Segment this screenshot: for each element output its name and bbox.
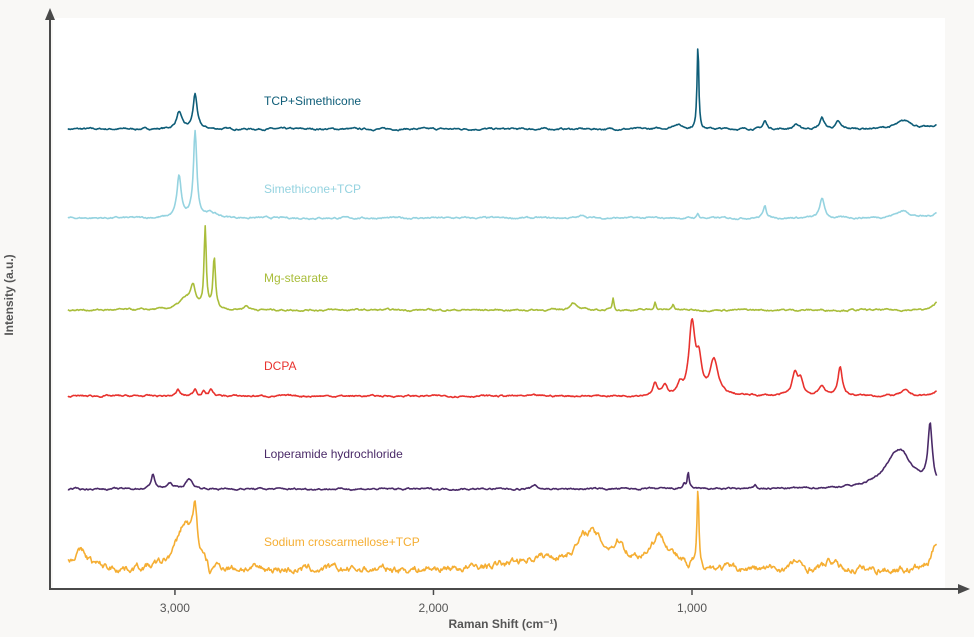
x-tick-label: 3,000 <box>160 601 190 615</box>
series-line-1 <box>67 48 937 132</box>
series-line-2 <box>67 129 937 221</box>
series-line-6 <box>67 490 938 576</box>
series-line-4 <box>67 318 937 399</box>
y-axis-arrow <box>45 8 55 20</box>
series-label: DCPA <box>264 359 296 373</box>
plot-area <box>53 18 945 588</box>
series-label: TCP+Simethicone <box>264 94 361 108</box>
x-tick-label: 1,000 <box>677 601 707 615</box>
series-label: Simethicone+TCP <box>264 182 361 196</box>
x-axis-arrow <box>958 584 970 594</box>
series-label: Sodium croscarmellose+TCP <box>264 535 420 549</box>
x-axis-title: Raman Shift (cm⁻¹) <box>448 617 557 631</box>
x-tick-label: 2,000 <box>418 601 448 615</box>
series-line-3 <box>67 225 938 313</box>
series-line-5 <box>67 422 938 492</box>
series-label: Mg-stearate <box>264 271 328 285</box>
y-axis-title: Intensity (a.u.) <box>2 254 16 335</box>
series-label: Loperamide hydrochloride <box>264 447 403 461</box>
